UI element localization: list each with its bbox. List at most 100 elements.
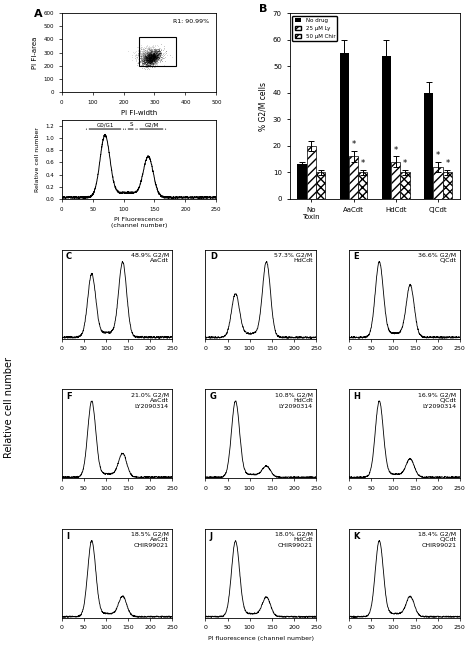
Point <box>144 55 152 65</box>
Point <box>147 51 155 62</box>
Point <box>137 53 145 63</box>
Point <box>151 45 158 55</box>
Point <box>150 47 158 58</box>
Point <box>146 51 154 61</box>
Point <box>148 45 155 55</box>
Point <box>155 46 162 57</box>
Point <box>146 45 154 55</box>
Point <box>152 47 160 58</box>
Point <box>146 51 154 62</box>
Point <box>145 57 152 67</box>
Point <box>147 54 155 64</box>
Point <box>150 51 157 62</box>
Point <box>146 51 153 61</box>
Point <box>138 54 146 64</box>
Point <box>138 62 146 73</box>
Point <box>150 55 158 65</box>
Point <box>149 57 157 67</box>
Point <box>149 51 157 61</box>
Point <box>150 49 158 59</box>
Point <box>145 53 152 63</box>
Point <box>142 57 150 68</box>
Point <box>141 58 148 68</box>
Point <box>146 60 154 70</box>
Point <box>142 57 150 68</box>
Point <box>154 50 162 60</box>
Point <box>155 49 163 60</box>
Point <box>146 57 154 67</box>
Point <box>149 50 156 60</box>
Point <box>144 46 151 57</box>
Point <box>130 48 138 58</box>
Point <box>148 47 156 57</box>
Point <box>139 48 146 58</box>
Point <box>163 46 170 57</box>
Point <box>154 52 162 62</box>
Point <box>137 44 145 55</box>
Point <box>149 51 156 62</box>
Point <box>153 53 160 64</box>
Point <box>150 55 158 65</box>
Point <box>147 53 155 63</box>
Point <box>144 52 151 62</box>
Point <box>149 53 156 63</box>
Point <box>143 49 150 59</box>
Point <box>151 48 158 58</box>
Point <box>143 51 151 62</box>
Point <box>152 52 159 62</box>
Point <box>137 53 144 63</box>
Point <box>155 46 162 57</box>
Point <box>137 50 145 60</box>
Point <box>150 57 158 67</box>
Point <box>148 53 156 63</box>
Point <box>149 55 157 65</box>
Point <box>146 58 153 69</box>
Point <box>141 51 149 61</box>
Point <box>142 50 150 60</box>
Point <box>148 54 155 64</box>
Point <box>147 52 155 62</box>
Point <box>133 51 140 62</box>
Point <box>136 57 144 67</box>
Point <box>148 55 155 65</box>
Point <box>144 57 151 68</box>
Point <box>138 58 146 68</box>
Point <box>151 49 159 59</box>
Point <box>149 51 156 61</box>
Point <box>141 53 149 64</box>
Point <box>146 50 154 60</box>
Point <box>154 49 162 60</box>
Point <box>143 52 151 62</box>
Point <box>142 45 150 55</box>
Point <box>145 41 153 51</box>
Point <box>146 45 154 55</box>
Point <box>145 50 153 60</box>
Point <box>141 50 148 60</box>
Point <box>151 45 158 56</box>
Point <box>150 49 158 59</box>
Point <box>139 47 147 58</box>
Point <box>139 60 147 71</box>
Point <box>131 51 138 61</box>
Point <box>144 48 151 58</box>
Point <box>146 58 154 68</box>
Point <box>146 52 153 62</box>
Point <box>137 43 144 54</box>
Point <box>140 53 148 63</box>
Point <box>146 55 154 65</box>
Point <box>145 57 153 67</box>
Point <box>147 57 155 68</box>
Point <box>155 48 162 58</box>
Point <box>149 50 156 60</box>
Point <box>146 53 153 64</box>
Point <box>143 48 151 58</box>
Point <box>145 54 153 64</box>
Point <box>146 51 154 61</box>
Point <box>148 55 155 65</box>
Point <box>145 51 153 61</box>
Point <box>148 58 156 69</box>
Point <box>155 46 163 57</box>
Point <box>148 45 156 56</box>
Point <box>144 52 152 62</box>
Point <box>143 55 151 65</box>
